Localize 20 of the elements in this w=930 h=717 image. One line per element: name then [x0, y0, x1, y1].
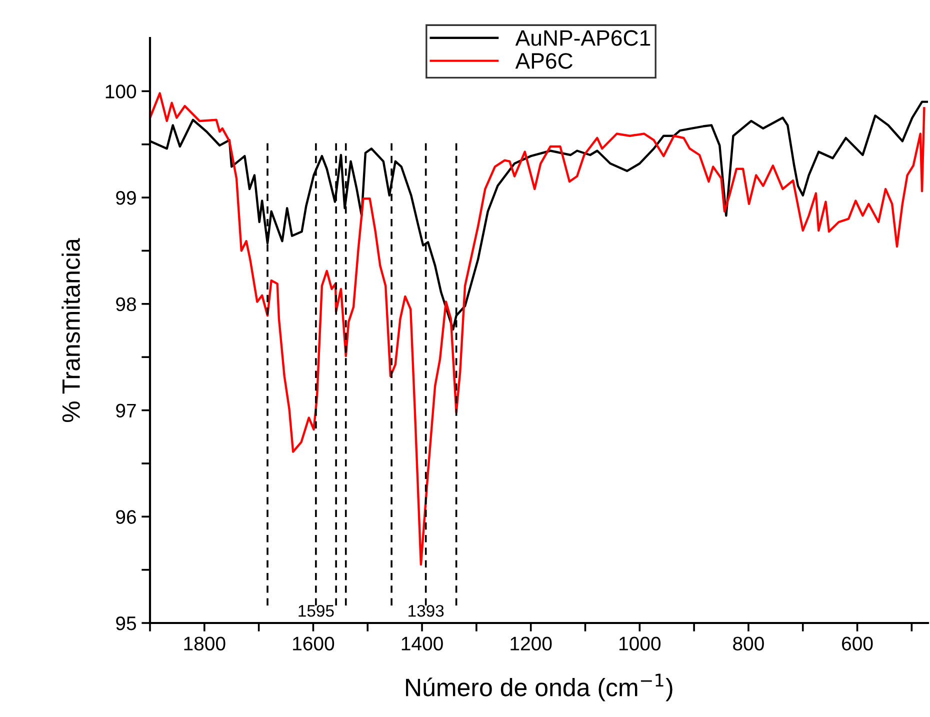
x-tick-label: 1800	[184, 636, 226, 650]
line-series	[150, 92, 926, 566]
legend-label: AP6C	[515, 53, 572, 69]
x-tick-label: 1600	[293, 636, 334, 650]
y-tick-label: 97	[116, 404, 136, 418]
ref-line-label: 1393	[408, 604, 444, 617]
x-tick-label: 800	[733, 636, 764, 650]
x-axis-title: Número de onda (cm$^{−1}$)	[406, 674, 672, 702]
y-tick-label: 99	[116, 191, 136, 205]
x-tick-label: 1400	[402, 636, 443, 650]
y-tick-label: 98	[116, 297, 136, 312]
x-tick-label: 600	[842, 636, 873, 650]
y-tick-label: 95	[116, 616, 136, 630]
y-axis-title: % Transmitancia	[62, 238, 80, 422]
x-tick-label: 1200	[510, 636, 552, 650]
legend-label: AuNP-AP6C1	[515, 30, 650, 46]
x-tick-label: 1000	[620, 636, 661, 650]
ref-line-label: 1595	[298, 604, 334, 617]
y-tick-label: 100	[106, 84, 136, 98]
y-tick-label: 96	[116, 510, 136, 524]
